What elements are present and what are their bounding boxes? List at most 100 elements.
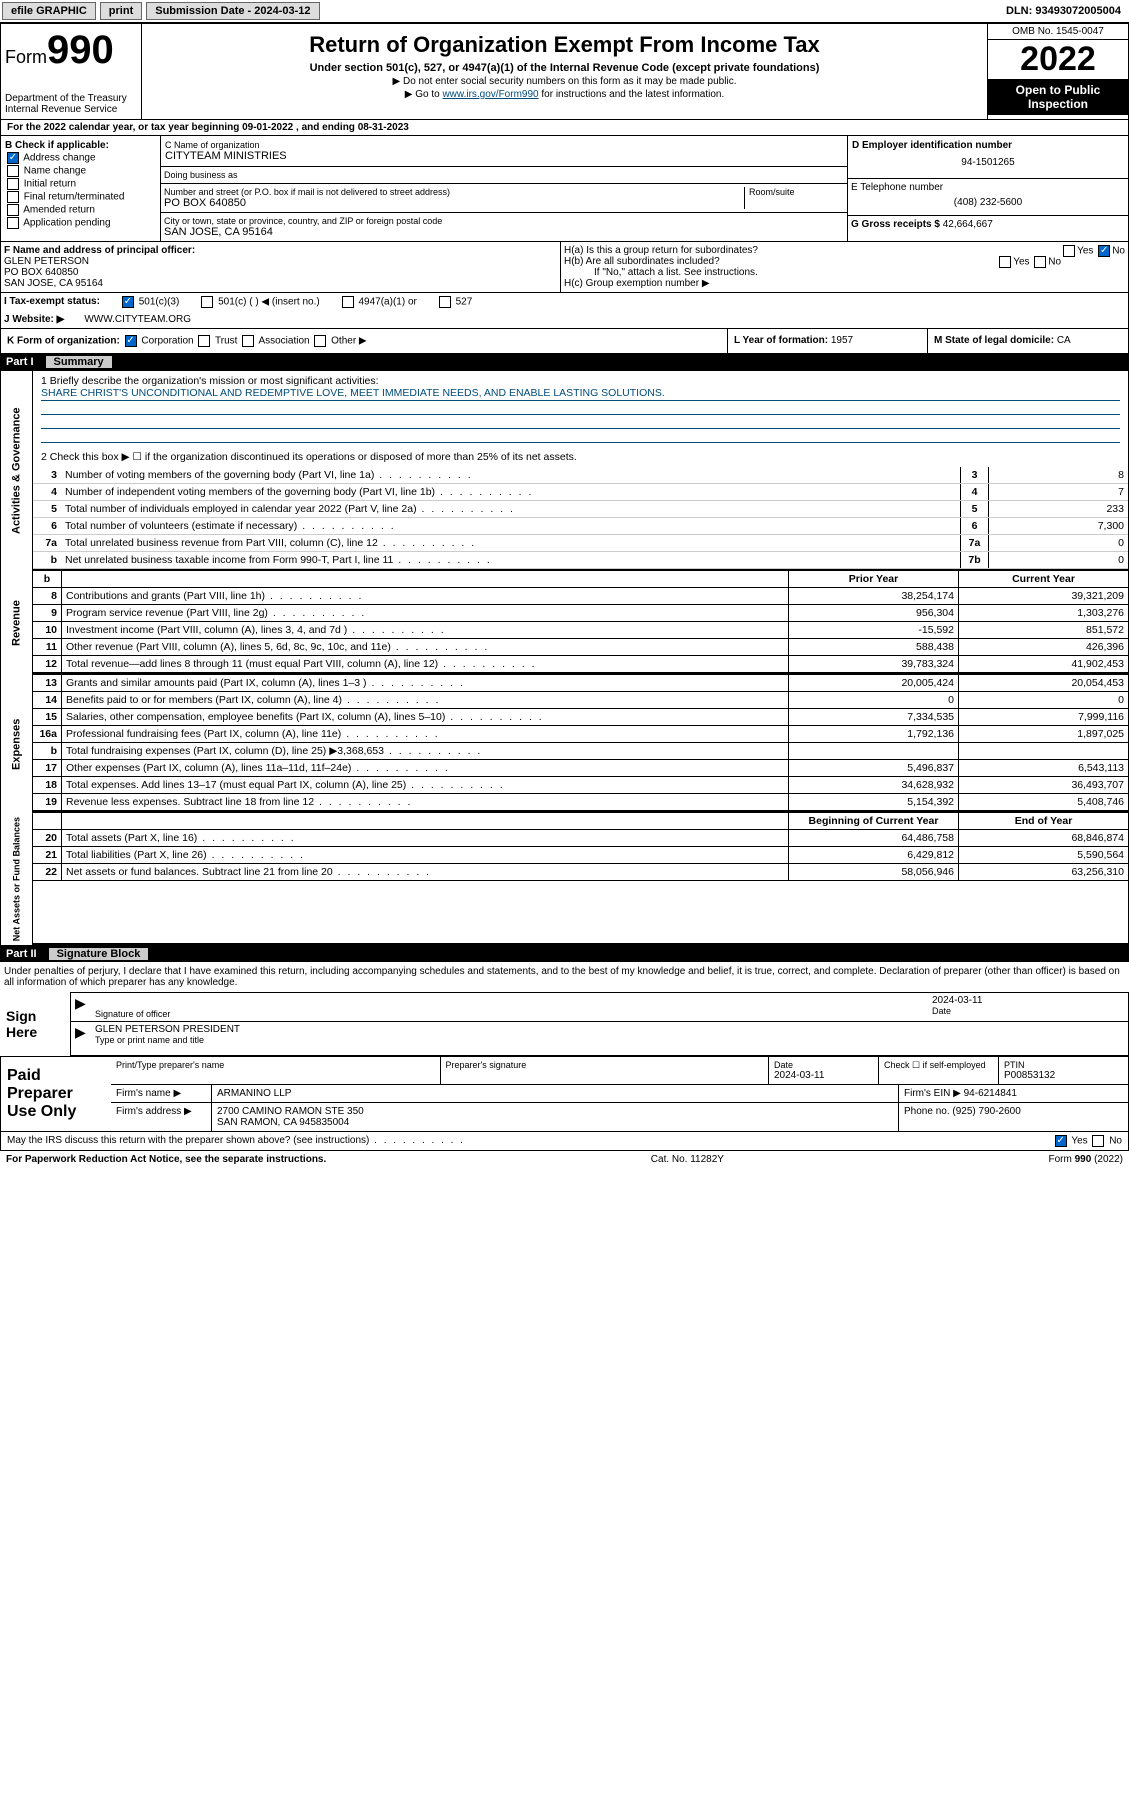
top-bar: efile GRAPHIC print Submission Date - 20… (0, 0, 1129, 23)
mission-text: SHARE CHRIST'S UNCONDITIONAL AND REDEMPT… (41, 387, 1120, 401)
discuss-row: May the IRS discuss this return with the… (0, 1132, 1129, 1151)
website-value: WWW.CITYTEAM.ORG (84, 314, 191, 325)
sig-declaration: Under penalties of perjury, I declare th… (0, 962, 1129, 992)
cb-app-pending[interactable]: Application pending (5, 217, 156, 229)
omb-number: OMB No. 1545-0047 (988, 24, 1128, 40)
sign-here-label: Sign Here (0, 992, 70, 1056)
dln-label: DLN: 93493072005004 (1006, 5, 1127, 17)
hb-note: If "No," attach a list. See instructions… (564, 267, 1125, 278)
ssn-note: ▶ Do not enter social security numbers o… (146, 76, 983, 87)
summary-line: 14Benefits paid to or for members (Part … (33, 692, 1128, 709)
summary-line: 13Grants and similar amounts paid (Part … (33, 675, 1128, 692)
col-headers: bPrior YearCurrent Year (33, 571, 1128, 588)
ein-label: D Employer identification number (852, 140, 1124, 151)
summary-line: 17Other expenses (Part IX, column (A), l… (33, 760, 1128, 777)
vlabel-expenses: Expenses (1, 675, 33, 813)
irs-label: Internal Revenue Service (5, 104, 137, 115)
summary-line: 7aTotal unrelated business revenue from … (33, 535, 1128, 552)
city-value: SAN JOSE, CA 95164 (164, 226, 844, 238)
form-title: Return of Organization Exempt From Incom… (146, 32, 983, 58)
part1-header: Part I Summary (0, 354, 1129, 370)
goto-note: ▶ Go to www.irs.gov/Form990 for instruct… (146, 89, 983, 100)
row-klm: K Form of organization: ✓ Corporation Tr… (0, 329, 1129, 354)
sign-here-block: Sign Here ▶ Signature of officer 2024-03… (0, 992, 1129, 1056)
row-j: J Website: ▶ WWW.CITYTEAM.ORG (0, 311, 1129, 329)
paid-preparer-block: Paid Preparer Use Only Print/Type prepar… (0, 1056, 1129, 1132)
summary-line: 11Other revenue (Part VIII, column (A), … (33, 639, 1128, 656)
box-b: B Check if applicable: ✓ Address change … (1, 136, 161, 241)
vlabel-net: Net Assets or Fund Balances (1, 813, 33, 945)
summary-line: 9Program service revenue (Part VIII, lin… (33, 605, 1128, 622)
summary-line: 16aProfessional fundraising fees (Part I… (33, 726, 1128, 743)
website-label: J Website: ▶ (4, 314, 64, 325)
officer-name: GLEN PETERSON (4, 256, 557, 267)
dba-label: Doing business as (164, 170, 844, 180)
tax-status-label: I Tax-exempt status: (4, 296, 100, 308)
paperwork-notice: For Paperwork Reduction Act Notice, see … (6, 1154, 326, 1165)
efile-label: efile GRAPHIC (2, 2, 96, 20)
vlabel-governance: Activities & Governance (1, 371, 33, 571)
summary-line: 18Total expenses. Add lines 13–17 (must … (33, 777, 1128, 794)
room-label: Room/suite (744, 187, 844, 209)
tax-year: 2022 (988, 40, 1128, 79)
form-subtitle: Under section 501(c), 527, or 4947(a)(1)… (146, 62, 983, 74)
mission-block: 1 Briefly describe the organization's mi… (33, 371, 1128, 447)
box-h: H(a) Is this a group return for subordin… (561, 242, 1128, 292)
summary-line: 8Contributions and grants (Part VIII, li… (33, 588, 1128, 605)
city-label: City or town, state or province, country… (164, 216, 844, 226)
summary-line: 12Total revenue—add lines 8 through 11 (… (33, 656, 1128, 673)
form-header: Form990 Department of the Treasury Inter… (0, 23, 1129, 120)
summary-line: 10Investment income (Part VIII, column (… (33, 622, 1128, 639)
arrow-icon: ▶ (71, 1022, 91, 1047)
cb-address-change[interactable]: ✓ Address change (5, 152, 156, 164)
row-fh: F Name and address of principal officer:… (0, 242, 1129, 293)
summary-line: 4Number of independent voting members of… (33, 484, 1128, 501)
irs-link[interactable]: www.irs.gov/Form990 (442, 89, 538, 100)
box-deg: D Employer identification number 94-1501… (848, 136, 1128, 241)
cb-name-change[interactable]: Name change (5, 165, 156, 177)
summary-line: 19Revenue less expenses. Subtract line 1… (33, 794, 1128, 811)
org-name-label: C Name of organization (165, 140, 843, 150)
box-b-label: B Check if applicable: (5, 140, 156, 151)
submission-date: Submission Date - 2024-03-12 (146, 2, 319, 20)
page-footer: For Paperwork Reduction Act Notice, see … (0, 1151, 1129, 1168)
header-right-block: OMB No. 1545-0047 2022 Open to Public In… (988, 24, 1128, 119)
cb-final-return[interactable]: Final return/terminated (5, 191, 156, 203)
summary-line: 15Salaries, other compensation, employee… (33, 709, 1128, 726)
cb-initial-return[interactable]: Initial return (5, 178, 156, 190)
form-number: 990 (47, 28, 114, 72)
summary-block: Activities & Governance 1 Briefly descri… (0, 370, 1129, 946)
cb-amended[interactable]: Amended return (5, 204, 156, 216)
ein-value: 94-1501265 (852, 151, 1124, 174)
row-i: I Tax-exempt status: ✓ 501(c)(3) 501(c) … (0, 293, 1129, 311)
print-button[interactable]: print (100, 2, 142, 20)
open-inspection: Open to Public Inspection (988, 79, 1128, 115)
header-title-block: Return of Organization Exempt From Incom… (141, 24, 988, 119)
phone-value: (408) 232-5600 (851, 193, 1125, 212)
summary-line: 22Net assets or fund balances. Subtract … (33, 864, 1128, 881)
officer-addr2: SAN JOSE, CA 95164 (4, 278, 557, 289)
form-ref: Form 990 (2022) (1049, 1154, 1123, 1165)
arrow-icon: ▶ (71, 993, 91, 1021)
form-id-block: Form990 Department of the Treasury Inter… (1, 24, 141, 119)
gross-label: G Gross receipts $ (851, 219, 940, 230)
gross-value: 42,664,667 (943, 219, 993, 230)
paid-preparer-label: Paid Preparer Use Only (1, 1057, 111, 1131)
officer-label: F Name and address of principal officer: (4, 245, 557, 256)
firm-name: ARMANINO LLP (211, 1085, 898, 1102)
tax-period: For the 2022 calendar year, or tax year … (0, 120, 1129, 136)
summary-line: 20Total assets (Part X, line 16)64,486,7… (33, 830, 1128, 847)
part2-header: Part II Signature Block (0, 946, 1129, 962)
summary-line: 6Total number of volunteers (estimate if… (33, 518, 1128, 535)
officer-addr1: PO BOX 640850 (4, 267, 557, 278)
line2: 2 Check this box ▶ ☐ if the organization… (33, 447, 1128, 467)
summary-line: 5Total number of individuals employed in… (33, 501, 1128, 518)
addr-value: PO BOX 640850 (164, 197, 744, 209)
summary-line: bTotal fundraising expenses (Part IX, co… (33, 743, 1128, 760)
form-word: Form (5, 47, 47, 67)
summary-line: 3Number of voting members of the governi… (33, 467, 1128, 484)
phone-label: E Telephone number (851, 182, 1125, 193)
summary-line: bNet unrelated business taxable income f… (33, 552, 1128, 569)
addr-label: Number and street (or P.O. box if mail i… (164, 187, 744, 197)
hc-label: H(c) Group exemption number ▶ (564, 278, 1125, 289)
